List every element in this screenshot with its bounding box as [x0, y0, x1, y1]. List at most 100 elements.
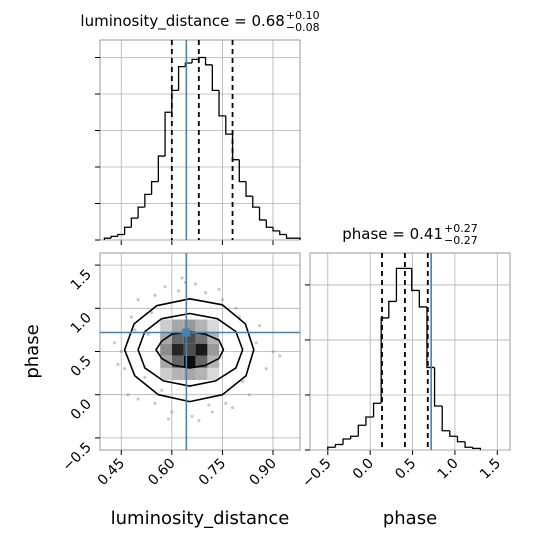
hist-step: [123, 226, 132, 235]
hist-step: [411, 268, 420, 292]
density-cell: [160, 319, 173, 332]
hist-step: [177, 65, 186, 91]
hist-step: [191, 58, 199, 63]
contour: [155, 330, 225, 369]
title-lower: −0.08: [286, 21, 320, 34]
panel-frame: [309, 252, 511, 451]
sample-point: [207, 403, 211, 407]
hist-step: [258, 207, 267, 221]
density-cell: [160, 343, 173, 356]
sample-point: [136, 397, 140, 401]
sample-point: [153, 401, 157, 405]
hist-step: [144, 193, 152, 208]
hist-step: [252, 196, 260, 208]
sample-point: [133, 328, 137, 332]
sample-point: [136, 298, 140, 302]
hist-step: [285, 234, 294, 239]
hist-step: [218, 90, 226, 117]
panel-title: phase = 0.41: [342, 225, 443, 243]
sample-point: [220, 298, 225, 302]
hist-step: [265, 219, 274, 228]
density-cell: [172, 343, 184, 356]
density-cell: [207, 343, 220, 356]
density-cell: [172, 355, 184, 368]
density-cell: [207, 319, 220, 332]
density-cell: [183, 331, 196, 344]
density-cell: [195, 319, 208, 332]
sample-point: [129, 315, 133, 319]
hist-step: [418, 290, 427, 308]
sample-point: [153, 293, 157, 297]
hist-step: [238, 159, 247, 183]
sample-point: [264, 367, 268, 371]
title-lower: −0.27: [444, 234, 478, 247]
density-cell: [160, 367, 173, 381]
x-tick-label: 0.60: [145, 456, 178, 489]
y-tick-label: 1.0: [68, 310, 95, 337]
density-cell: [183, 343, 196, 356]
hist-step: [334, 443, 344, 448]
density-cell: [183, 355, 196, 368]
hist-step: [433, 367, 443, 407]
hist-step: [211, 64, 220, 92]
hist-step: [198, 56, 206, 60]
hist-step: [204, 57, 213, 66]
hist-step: [365, 416, 374, 426]
sample-point: [176, 289, 181, 293]
hist-step: [157, 155, 166, 182]
x-axis-label: phase: [383, 508, 437, 529]
sample-point: [163, 285, 167, 289]
hist-step: [357, 424, 366, 437]
hist-step: [272, 227, 280, 232]
hist-step: [150, 180, 159, 195]
hist-step: [110, 235, 118, 239]
density-cell: [172, 331, 184, 344]
y-tick-label: 0.0: [68, 396, 95, 423]
sample-point: [150, 311, 154, 315]
hist-step: [472, 447, 481, 450]
sample-point: [146, 332, 150, 336]
sample-point: [278, 354, 282, 358]
density-cell: [195, 367, 208, 381]
hist-step: [231, 134, 240, 161]
hist-step: [164, 111, 172, 157]
title-upper: +0.27: [444, 222, 478, 235]
sample-point: [123, 367, 127, 371]
x-tick-label: 0.5: [392, 456, 419, 483]
contour: [123, 297, 255, 403]
hist-step: [342, 438, 351, 445]
sample-point: [257, 323, 262, 328]
x-tick-label: 1.0: [435, 456, 462, 483]
density-cell: [172, 367, 184, 381]
sample-point: [119, 349, 123, 354]
sample-point: [126, 393, 130, 397]
hist-step: [350, 435, 359, 439]
x-tick-label: −0.5: [299, 456, 334, 491]
contour: [137, 312, 244, 387]
density-cell: [183, 367, 196, 381]
sample-point: [210, 410, 214, 414]
density-cell: [195, 343, 208, 356]
x-tick-label: 0.0: [350, 456, 377, 483]
sample-point: [254, 341, 258, 345]
x-tick-label: 0.90: [246, 456, 279, 489]
density-cell: [195, 355, 208, 368]
hist-step: [293, 237, 301, 240]
sample-point: [190, 414, 194, 418]
x-tick-label: 0.75: [196, 456, 229, 489]
hist-step: [464, 441, 473, 448]
panel-title: luminosity_distance = 0.68: [80, 12, 284, 31]
y-tick-label: 1.5: [68, 267, 95, 294]
density-cell: [207, 367, 220, 381]
sample-point: [170, 410, 174, 414]
sample-point: [241, 380, 245, 384]
density-cell: [183, 319, 196, 332]
hist-step: [449, 430, 458, 437]
hist-step: [225, 115, 233, 135]
x-axis-label: luminosity_distance: [111, 508, 290, 529]
hist-step: [395, 267, 405, 302]
hist-step: [372, 402, 382, 417]
hist-step: [130, 217, 139, 228]
hist-step: [245, 181, 253, 197]
sample-point: [160, 388, 164, 392]
